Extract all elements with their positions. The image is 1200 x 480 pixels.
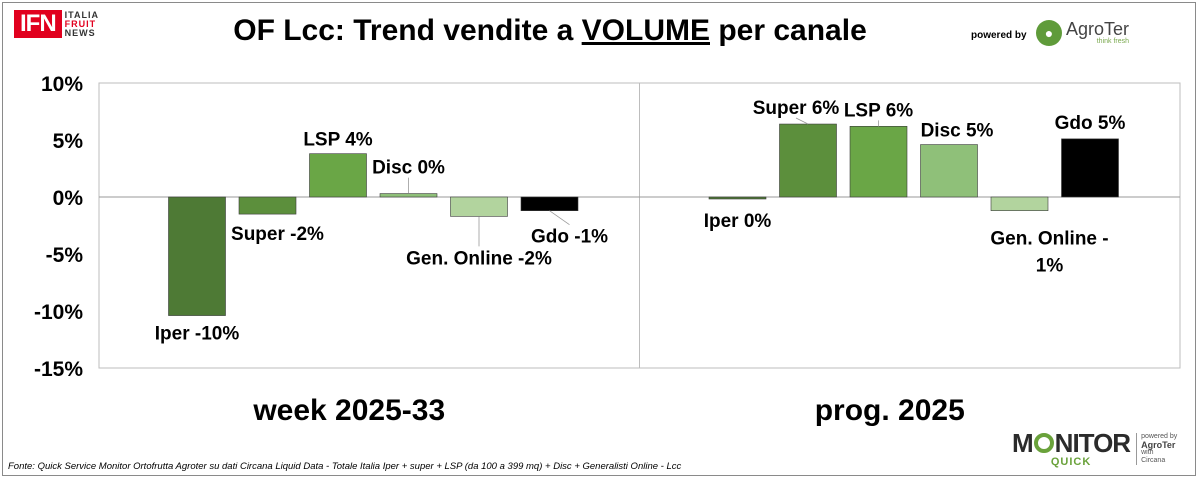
- data-label: Gdo 5%: [1055, 113, 1126, 134]
- quick-label: QUICK: [1050, 456, 1092, 468]
- data-label: 1%: [1036, 256, 1064, 277]
- data-label-leader: [795, 117, 809, 125]
- y-tick-label: -10%: [34, 301, 83, 324]
- data-label: Disc 0%: [372, 158, 445, 179]
- y-tick-label: -5%: [46, 244, 84, 267]
- ifn-logo-subtitle: ITALIA FRUIT NEWS: [64, 9, 99, 38]
- bar: [920, 144, 978, 198]
- data-label: Gdo -1%: [531, 227, 608, 248]
- monitor-side-credits: powered by AgroTer with Circana: [1136, 433, 1177, 465]
- bar: [309, 153, 367, 198]
- bar: [520, 196, 579, 211]
- data-label: LSP 6%: [844, 100, 913, 121]
- source-note: Fonte: Quick Service Monitor Ortofrutta …: [8, 461, 682, 472]
- y-tick-label: -15%: [34, 358, 83, 381]
- ifn-sub-line: ITALIA: [64, 9, 99, 20]
- monitor-side-line: powered by: [1141, 433, 1178, 440]
- monitor-side-line: with: [1141, 449, 1154, 456]
- y-tick-label: 5%: [53, 130, 84, 153]
- y-tick-label: 0%: [53, 187, 84, 210]
- ifn-logo-mark: IFN: [14, 10, 62, 38]
- ifn-logo: IFN ITALIA FRUIT NEWS: [14, 10, 99, 38]
- bar: [779, 123, 837, 198]
- data-label: Super -2%: [231, 224, 324, 245]
- monitor-quick-logo: M NITOR QUICK powered by AgroTer with Cir…: [1012, 430, 1177, 468]
- ifn-sub-line: FRUIT: [64, 18, 97, 29]
- tree-icon: ●: [1036, 20, 1062, 46]
- bar: [168, 196, 226, 316]
- magnifier-icon: [1033, 433, 1054, 453]
- group-label: week 2025-33: [252, 394, 445, 427]
- data-label: Iper -10%: [155, 324, 240, 345]
- group-label: prog. 2025: [815, 394, 965, 427]
- monitor-side-line: Circana: [1141, 457, 1166, 464]
- title-suffix: per canale: [710, 14, 867, 47]
- bar: [1061, 138, 1119, 198]
- monitor-letters: NITOR: [1054, 428, 1131, 458]
- powered-by-label: powered by: [971, 30, 1027, 41]
- data-label: Disc 5%: [921, 121, 994, 142]
- data-label-leader: [549, 210, 570, 226]
- y-tick-label: 10%: [41, 73, 83, 96]
- data-label: Gen. Online -2%: [406, 248, 552, 269]
- data-label: LSP 4%: [303, 130, 372, 151]
- bar: [379, 193, 438, 198]
- bar: [450, 196, 508, 217]
- data-label: Iper 0%: [704, 211, 772, 232]
- monitor-side-agroter: AgroTer: [1141, 440, 1176, 450]
- bar: [238, 196, 297, 215]
- monitor-wordmark: M NITOR: [1012, 428, 1131, 458]
- title-emphasis: VOLUME: [581, 14, 710, 47]
- ifn-sub-line: NEWS: [64, 27, 96, 38]
- bar: [990, 196, 1049, 211]
- agroter-tagline: think fresh: [1096, 38, 1130, 45]
- bar: [849, 126, 908, 198]
- chart-title: OF Lcc: Trend vendite a VOLUME per canal…: [0, 14, 1100, 48]
- bar: [708, 196, 767, 200]
- data-label: Super 6%: [753, 98, 840, 119]
- agroter-name: AgroTer: [1066, 19, 1130, 39]
- title-prefix: OF Lcc: Trend vendite a: [233, 14, 582, 47]
- agroter-logo: ● AgroTer think fresh: [1036, 20, 1129, 46]
- data-label: Gen. Online -: [990, 229, 1108, 250]
- monitor-letter: M: [1012, 428, 1034, 458]
